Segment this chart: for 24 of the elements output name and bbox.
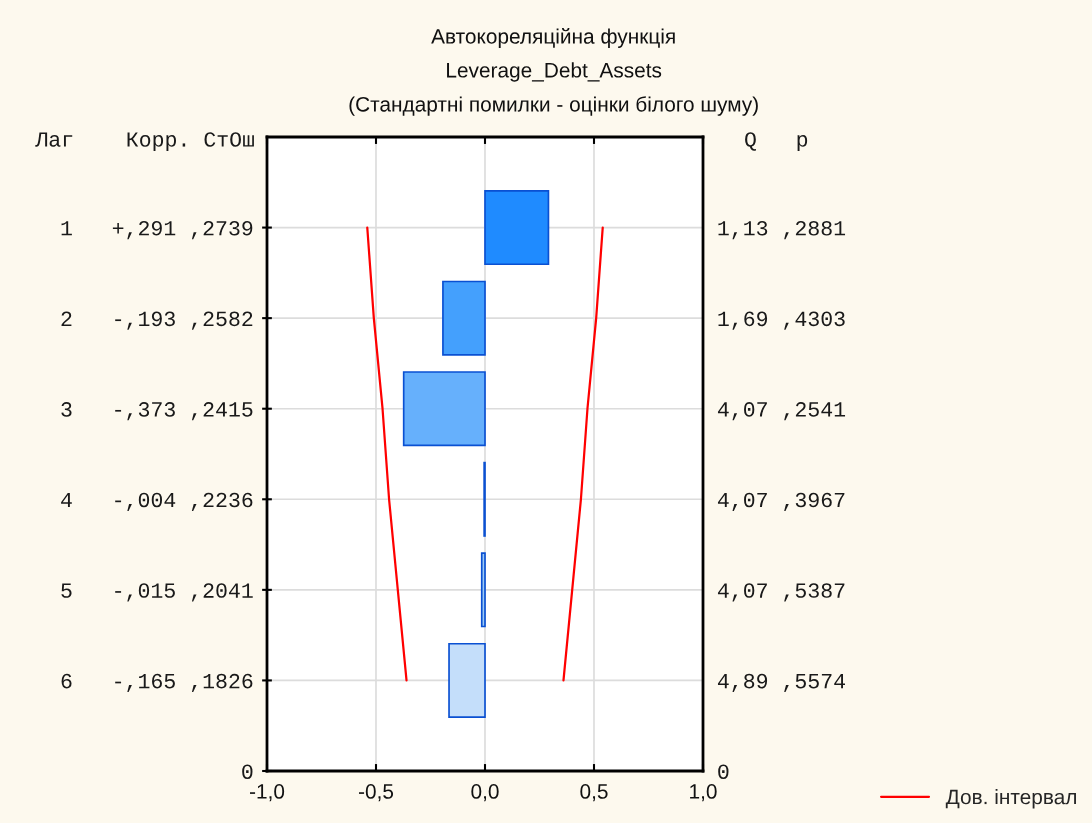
y2-tick-label: 1,69 ,4303 — [718, 311, 845, 330]
x-tick-label: 1,0 — [690, 784, 717, 802]
x-tick-label: -1,0 — [249, 784, 285, 802]
y2-tick-label: 4,07 ,2541 — [717, 402, 846, 421]
y-tick-label: 3 -,373 ,2415 — [61, 402, 253, 421]
x-tick-label: -0,5 — [358, 784, 394, 802]
x-tick-label: 0,5 — [580, 784, 608, 802]
y2-tick-label: 1,13 ,2881 — [718, 220, 846, 240]
y-tick-label: 2 -,193 ,2582 — [61, 311, 253, 330]
y2-tick-label: 4,07 ,5387 — [717, 583, 845, 602]
x-tick-label: 0,0 — [471, 784, 499, 802]
y2-tick-label: 4,89 ,5574 — [717, 673, 845, 693]
y-tick-label: 4 -,004 ,2236 — [61, 492, 253, 511]
chart-title: Автокореляційна функція — [431, 28, 675, 48]
y-tick-label: 5 -,015 ,2041 — [61, 583, 253, 602]
y-tick-label: 0 — [242, 764, 253, 780]
y-tick-label: 1 +,291 ,2739 — [61, 220, 253, 240]
y-axis-title: Лаг Корр. СтОш — [35, 132, 254, 152]
y-tick-label: 6 -,165 ,1826 — [61, 673, 253, 693]
y2-tick-label: 0 — [718, 764, 729, 780]
legend-label: Дов. інтервал — [945, 789, 1076, 809]
y2-axis-title: Q p — [745, 132, 808, 152]
chart-subtitle: Leverage_Debt_Assets (Стандартні помилки - оцінки білого шуму) — [349, 62, 758, 116]
y2-tick-label: 4,07 ,3967 — [717, 492, 845, 511]
